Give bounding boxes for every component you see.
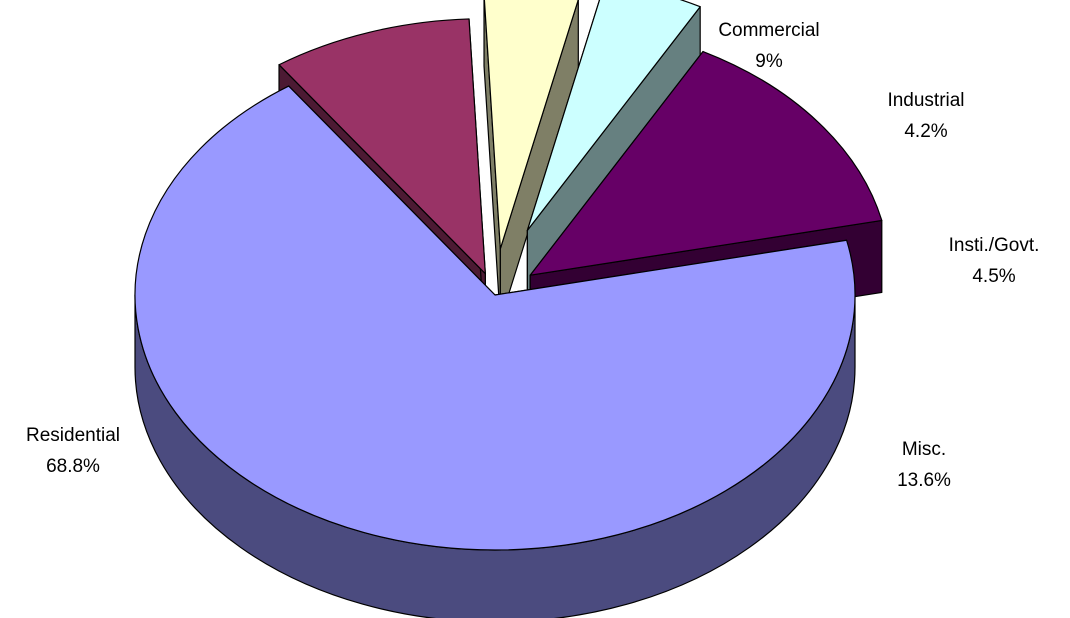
label-residential: Residential 68.8% xyxy=(26,425,120,477)
label-commercial: Commercial 9% xyxy=(718,20,819,72)
pie-slices xyxy=(134,0,883,618)
label-insti-govt: Insti./Govt. 4.5% xyxy=(949,235,1040,287)
label-industrial: Industrial 4.2% xyxy=(887,90,964,142)
slice-top xyxy=(483,0,579,250)
slice-top xyxy=(526,0,701,232)
label-name: Industrial xyxy=(887,90,964,111)
label-value: 4.5% xyxy=(972,266,1015,287)
label-name: Residential xyxy=(26,425,120,446)
label-name: Misc. xyxy=(902,439,946,460)
slice-top xyxy=(529,50,883,276)
label-value: 4.2% xyxy=(904,121,947,142)
slice-residential xyxy=(134,85,856,618)
slice-top xyxy=(278,18,486,275)
label-name: Commercial xyxy=(718,20,819,41)
slice-labels: Residential 68.8% Commercial 9% Industrial 4.… xyxy=(26,20,1039,491)
label-value: 13.6% xyxy=(897,470,951,491)
label-name: Insti./Govt. xyxy=(949,235,1040,256)
slice-industrial xyxy=(483,0,579,322)
label-value: 9% xyxy=(755,51,783,72)
label-misc: Misc. 13.6% xyxy=(897,439,951,491)
slice-top xyxy=(134,85,856,551)
label-value: 68.8% xyxy=(46,456,100,477)
